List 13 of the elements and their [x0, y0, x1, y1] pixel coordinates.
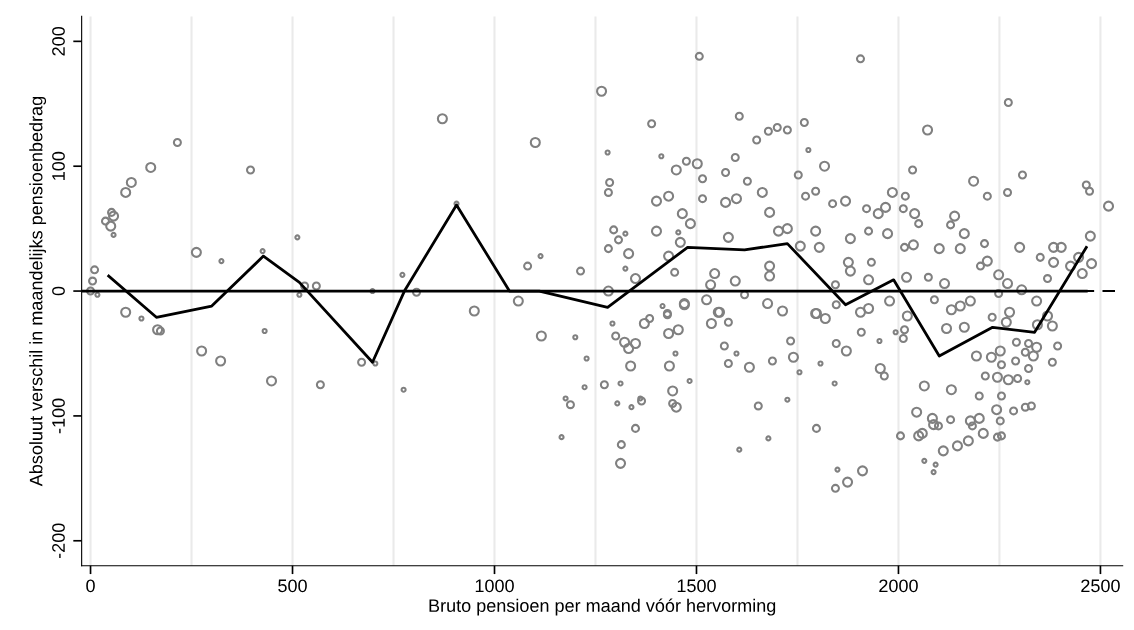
y-tick-label: -200	[52, 523, 65, 559]
y-tick-label: 100	[52, 151, 65, 180]
y-tick-label: -100	[52, 398, 65, 434]
y-axis-title: Absoluut verschil in maandelijks pensioenbedrag	[29, 96, 47, 487]
x-tick-label: 1000	[475, 579, 514, 593]
x-axis-title: Bruto pensioen per maand vóór hervorming	[429, 598, 776, 616]
x-tick-label: 1500	[677, 579, 716, 593]
y-tick-label: 0	[52, 286, 65, 296]
x-tick-label: 2000	[879, 579, 918, 593]
x-tick-label: 500	[278, 579, 307, 593]
x-tick-label: 0	[86, 579, 95, 593]
y-tick-label: 200	[52, 26, 65, 56]
x-tick-label: 2500	[1081, 579, 1120, 593]
